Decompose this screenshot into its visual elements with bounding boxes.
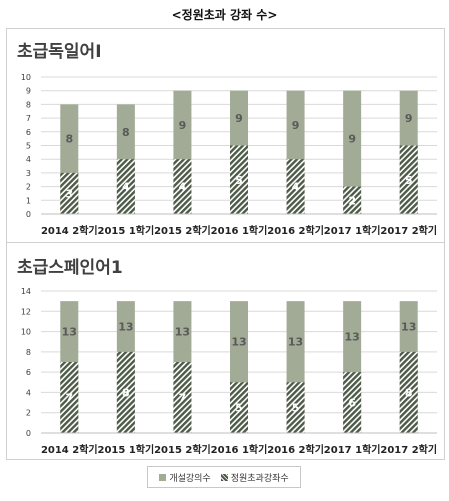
spanish-label-offered: 13	[231, 336, 246, 349]
german-category-label: 2015 2학기	[154, 224, 211, 237]
german-label-over-capacity: 2	[348, 194, 356, 207]
spanish-y-tick-label: 12	[21, 307, 31, 316]
spanish-label-over-capacity: 7	[65, 392, 73, 405]
spanish-category-label: 2015 1학기	[98, 443, 155, 456]
german-label-offered: 8	[122, 126, 130, 139]
german-y-tick-label: 2	[26, 183, 31, 192]
german-category-label: 2016 2학기	[267, 224, 324, 237]
legend-item-over-capacity: 정원초과강좌수	[220, 471, 289, 484]
german-y-tick-label: 8	[26, 100, 31, 109]
german-y-tick-label: 7	[26, 114, 31, 123]
spanish-category-label: 2016 1학기	[211, 443, 268, 456]
spanish-y-tick-label: 8	[26, 348, 31, 357]
spanish-y-tick-label: 10	[21, 328, 31, 337]
german-category-label: 2015 1학기	[98, 224, 155, 237]
legend-swatch-offered	[159, 473, 167, 481]
german-bar-offered	[343, 90, 362, 214]
chart-german-svg: 초급독일어Ⅰ 0 1 2 3 4 5 6 7 8 9 10 8 3 2014 2학기 8 4 2015 1학기 9 4…	[17, 42, 437, 237]
german-label-offered: 9	[348, 133, 356, 146]
spanish-label-over-capacity: 8	[122, 386, 130, 399]
legend: 개설강의수 정원초과강좌수	[147, 466, 301, 488]
spanish-bar-over-capacity	[60, 362, 79, 433]
chart-spanish: 초급스페인어1 0 2 4 6 8 10 12 14 13 7 2014 2학기 13 8 2015 1학기…	[6, 242, 445, 460]
german-label-offered: 8	[65, 133, 73, 146]
legend-item-offered: 개설강의수	[159, 471, 211, 484]
spanish-y-tick-label: 0	[26, 429, 31, 438]
german-y-tick-label: 3	[26, 169, 31, 178]
legend-label-over-capacity: 정원초과강좌수	[230, 473, 289, 484]
german-label-over-capacity: 5	[405, 174, 413, 187]
german-bar-over-capacity	[343, 186, 362, 214]
spanish-label-offered: 13	[288, 336, 303, 349]
german-label-offered: 9	[405, 112, 413, 125]
chart-german: 초급독일어Ⅰ 0 1 2 3 4 5 6 7 8 9 10 8 3 2014 2학기 8 4 2015 1학기 9 4…	[6, 28, 445, 243]
spanish-chart-title: 초급스페인어1	[17, 258, 123, 278]
spanish-label-over-capacity: 6	[348, 397, 356, 410]
spanish-bar-over-capacity	[116, 351, 135, 433]
german-bar-over-capacity	[173, 159, 192, 214]
german-y-tick-label: 4	[26, 155, 31, 164]
german-label-over-capacity: 4	[122, 181, 130, 194]
spanish-y-tick-label: 4	[26, 388, 31, 397]
spanish-label-offered: 13	[175, 326, 190, 339]
spanish-label-over-capacity: 7	[179, 392, 187, 405]
spanish-y-tick-label: 2	[26, 409, 31, 418]
spanish-category-label: 2015 2학기	[154, 443, 211, 456]
spanish-label-over-capacity: 5	[235, 402, 243, 415]
german-bar-over-capacity	[230, 145, 248, 214]
spanish-label-offered: 13	[62, 326, 77, 339]
spanish-bar-over-capacity	[343, 372, 362, 433]
spanish-category-label: 2017 2학기	[380, 443, 437, 456]
spanish-category-label: 2017 1학기	[324, 443, 381, 456]
spanish-bar-over-capacity	[399, 351, 418, 433]
spanish-bar-over-capacity	[286, 382, 305, 433]
spanish-y-tick-label: 6	[26, 368, 31, 377]
german-y-tick-label: 9	[26, 87, 31, 96]
spanish-bar-over-capacity	[173, 362, 192, 433]
german-label-over-capacity: 3	[65, 187, 73, 200]
german-label-offered: 9	[179, 119, 187, 132]
german-chart-title: 초급독일어Ⅰ	[17, 42, 102, 62]
german-bar-over-capacity	[399, 145, 418, 214]
spanish-label-offered: 13	[401, 321, 416, 334]
german-y-tick-label: 0	[26, 210, 31, 219]
chart-spanish-svg: 초급스페인어1 0 2 4 6 8 10 12 14 13 7 2014 2학기 13 8 2015 1학기…	[17, 258, 437, 456]
german-bar-over-capacity	[286, 159, 305, 214]
german-y-tick-label: 5	[26, 142, 31, 151]
spanish-bar-over-capacity	[230, 382, 248, 433]
spanish-category-label: 2014 2학기	[41, 443, 98, 456]
german-category-label: 2017 2학기	[380, 224, 437, 237]
spanish-category-label: 2016 2학기	[267, 443, 324, 456]
page-title: <정원초과 강좌 수>	[171, 8, 278, 22]
german-bar-over-capacity	[60, 172, 79, 214]
german-y-tick-label: 1	[26, 196, 31, 205]
spanish-label-over-capacity: 8	[405, 386, 413, 399]
legend-label-offered: 개설강의수	[169, 473, 211, 484]
spanish-label-offered: 13	[118, 321, 133, 334]
german-label-over-capacity: 4	[292, 181, 300, 194]
german-label-offered: 9	[235, 112, 243, 125]
german-label-over-capacity: 5	[235, 174, 243, 187]
german-category-label: 2017 1학기	[324, 224, 381, 237]
german-category-label: 2014 2학기	[41, 224, 98, 237]
german-y-tick-label: 6	[26, 128, 31, 137]
spanish-label-offered: 13	[344, 331, 359, 344]
german-category-label: 2016 1학기	[211, 224, 268, 237]
legend-swatch-over-capacity	[220, 473, 228, 481]
german-bar-over-capacity	[116, 159, 135, 214]
german-label-over-capacity: 4	[179, 181, 187, 194]
spanish-label-over-capacity: 5	[292, 402, 300, 415]
german-y-tick-label: 10	[21, 73, 31, 82]
german-label-offered: 9	[292, 119, 300, 132]
spanish-y-tick-label: 14	[21, 287, 31, 296]
